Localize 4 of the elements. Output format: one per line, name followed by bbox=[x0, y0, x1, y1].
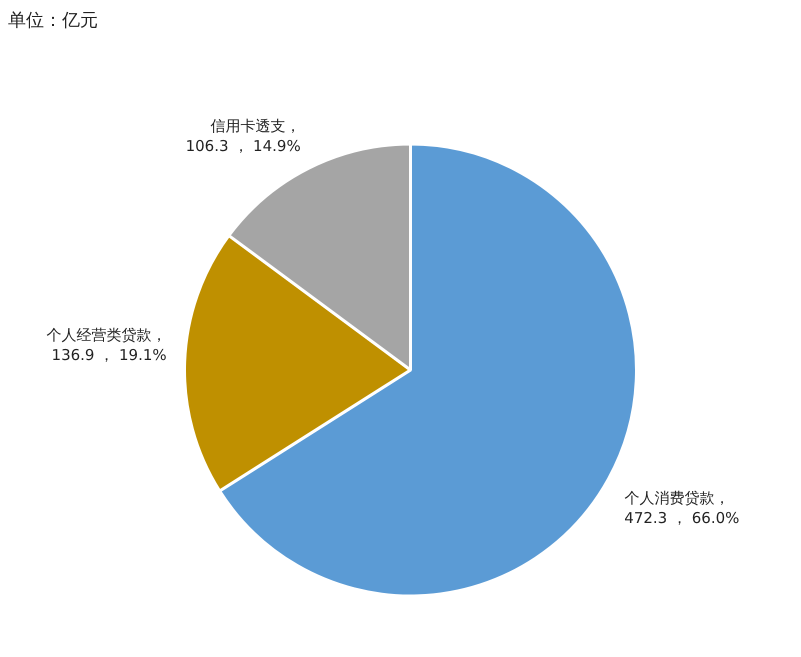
slice-label: 个人消费贷款 bbox=[624, 488, 714, 507]
slice-label: 信用卡透支 bbox=[210, 117, 286, 136]
chart-subtitle: 单位：亿元 bbox=[8, 9, 98, 32]
slice-label: 个人经营类贷款 bbox=[46, 326, 152, 344]
